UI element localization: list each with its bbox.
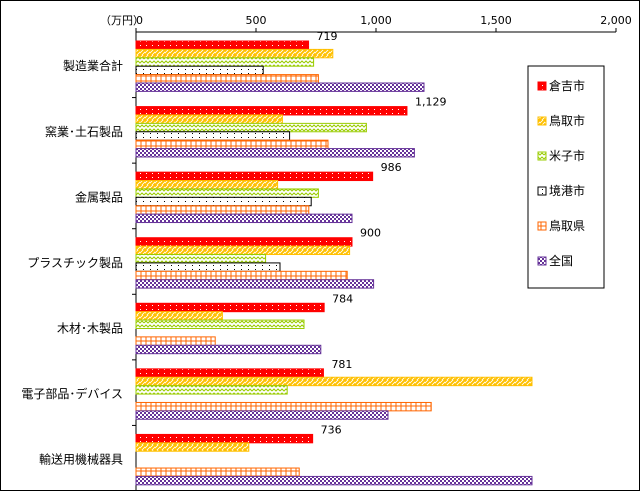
data-label: 986	[381, 161, 402, 174]
data-label: 781	[331, 358, 352, 371]
legend-swatch	[537, 221, 547, 231]
category-label: 電子部品･デバイス	[21, 386, 123, 401]
bar-鳥取県	[135, 139, 329, 150]
legend-label: 全国	[549, 253, 573, 268]
bar-鳥取市	[135, 245, 351, 256]
category-labels: 製造業合計窯業･土石製品金属製品プラスチック製品木材･木製品電子部品･デバイス輸…	[21, 58, 123, 466]
bar-全国	[135, 148, 415, 158]
bar-鳥取市	[135, 442, 250, 452]
bar-鳥取市	[135, 180, 279, 190]
bar-鳥取県	[135, 467, 300, 477]
data-label: 719	[317, 30, 338, 43]
legend-label: 米子市	[549, 148, 585, 163]
plot-area: 719 1,129 986 900 784 781 736	[135, 30, 533, 486]
bar-境港市	[135, 196, 312, 207]
category-label: プラスチック製品	[27, 256, 123, 270]
data-label: 784	[332, 292, 353, 305]
legend-swatch	[537, 151, 547, 161]
legend-swatch	[537, 81, 547, 91]
legend-box	[527, 65, 605, 289]
bar-鳥取県	[135, 401, 432, 412]
x-axis-ticks: 0 500 1,000 1,500 2,000	[132, 14, 632, 491]
data-label: 736	[321, 423, 342, 436]
bar-境港市	[135, 262, 281, 272]
bar-境港市	[135, 65, 264, 76]
bar-倉吉市	[135, 106, 408, 116]
bar-米子市	[135, 319, 305, 329]
bar-鳥取市	[135, 376, 533, 387]
data-label: 900	[360, 227, 381, 240]
category-label: 窯業･土石製品	[45, 124, 123, 139]
bar-全国	[135, 82, 425, 92]
x-tick-label: 0	[136, 14, 143, 27]
bar-鳥取市	[135, 311, 223, 321]
category-label: 木材･木製品	[57, 321, 123, 335]
x-tick-label: 1,000	[360, 14, 392, 27]
bar-倉吉市	[135, 302, 325, 313]
legend-label: 鳥取県	[549, 218, 585, 233]
x-tick-label: 500	[246, 14, 267, 27]
bar-全国	[135, 410, 389, 420]
bar-鳥取県	[135, 205, 310, 215]
data-label: 1,129	[415, 96, 447, 109]
legend-swatch	[537, 186, 547, 196]
bar-鳥取市	[135, 48, 334, 59]
bar-鳥取県	[135, 74, 319, 84]
x-tick-label: 1,500	[480, 14, 512, 27]
x-axis-unit-label: （万円）	[100, 14, 144, 27]
legend-label: 境港市	[549, 183, 585, 198]
category-label: 輸送用機械器具	[39, 452, 123, 467]
bar-鳥取市	[135, 114, 283, 124]
bar-倉吉市	[135, 433, 314, 444]
bar-米子市	[135, 122, 367, 133]
bar-倉吉市	[135, 171, 374, 182]
category-label: 金属製品	[75, 189, 123, 204]
bar-全国	[135, 475, 533, 486]
legend-label: 鳥取市	[549, 113, 585, 128]
bar-鳥取県	[135, 336, 216, 346]
bar-米子市	[135, 57, 315, 67]
bar-境港市	[135, 131, 291, 141]
legend-swatch	[537, 256, 547, 266]
category-label: 製造業合計	[63, 58, 123, 73]
bar-米子市	[135, 385, 288, 395]
bar-全国	[135, 213, 353, 224]
bar-倉吉市	[135, 40, 310, 50]
legend-swatch	[537, 116, 547, 126]
bar-鳥取県	[135, 270, 348, 281]
bar-米子市	[135, 254, 267, 264]
bar-倉吉市	[135, 368, 324, 378]
bar-米子市	[135, 188, 319, 198]
legend-label: 倉吉市	[549, 78, 585, 93]
bar-全国	[135, 344, 322, 355]
x-tick-label: 2,000	[600, 14, 632, 27]
bar-全国	[135, 279, 375, 289]
bar-倉吉市	[135, 237, 353, 247]
